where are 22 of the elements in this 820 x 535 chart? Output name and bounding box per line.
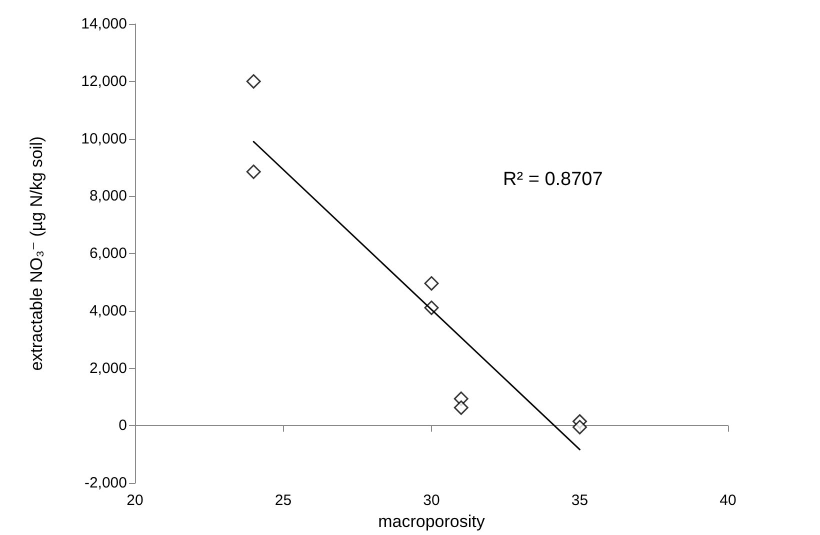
annotation: R² = 0.8707 xyxy=(503,169,603,190)
y-axis-title: extractable NO₃⁻ (µg N/kg soil) xyxy=(27,136,46,371)
y-tick-label: -2,000 xyxy=(84,474,127,492)
point xyxy=(454,400,468,415)
y-tick-label: 14,000 xyxy=(81,16,127,32)
point xyxy=(246,74,261,89)
y-tick-label: 10,000 xyxy=(81,130,127,148)
x-axis-title: macroporosity xyxy=(378,512,486,531)
point xyxy=(424,276,439,291)
x-tick-label: 30 xyxy=(423,492,440,510)
x-tick-label: 25 xyxy=(274,492,292,510)
point xyxy=(246,164,261,180)
y-tick-label: 4,000 xyxy=(89,302,127,320)
x-tick-label: 40 xyxy=(720,492,736,510)
x-tick-label: 20 xyxy=(126,492,144,510)
y-tick-label: 0 xyxy=(118,417,127,434)
y-tick-label: 8,000 xyxy=(89,188,127,205)
y-tick-label: 12,000 xyxy=(81,72,127,90)
point xyxy=(572,420,587,434)
x-tick-label: 35 xyxy=(571,492,588,510)
y-tick-label: 6,000 xyxy=(89,245,127,262)
y-tick-label: 2,000 xyxy=(89,360,127,377)
